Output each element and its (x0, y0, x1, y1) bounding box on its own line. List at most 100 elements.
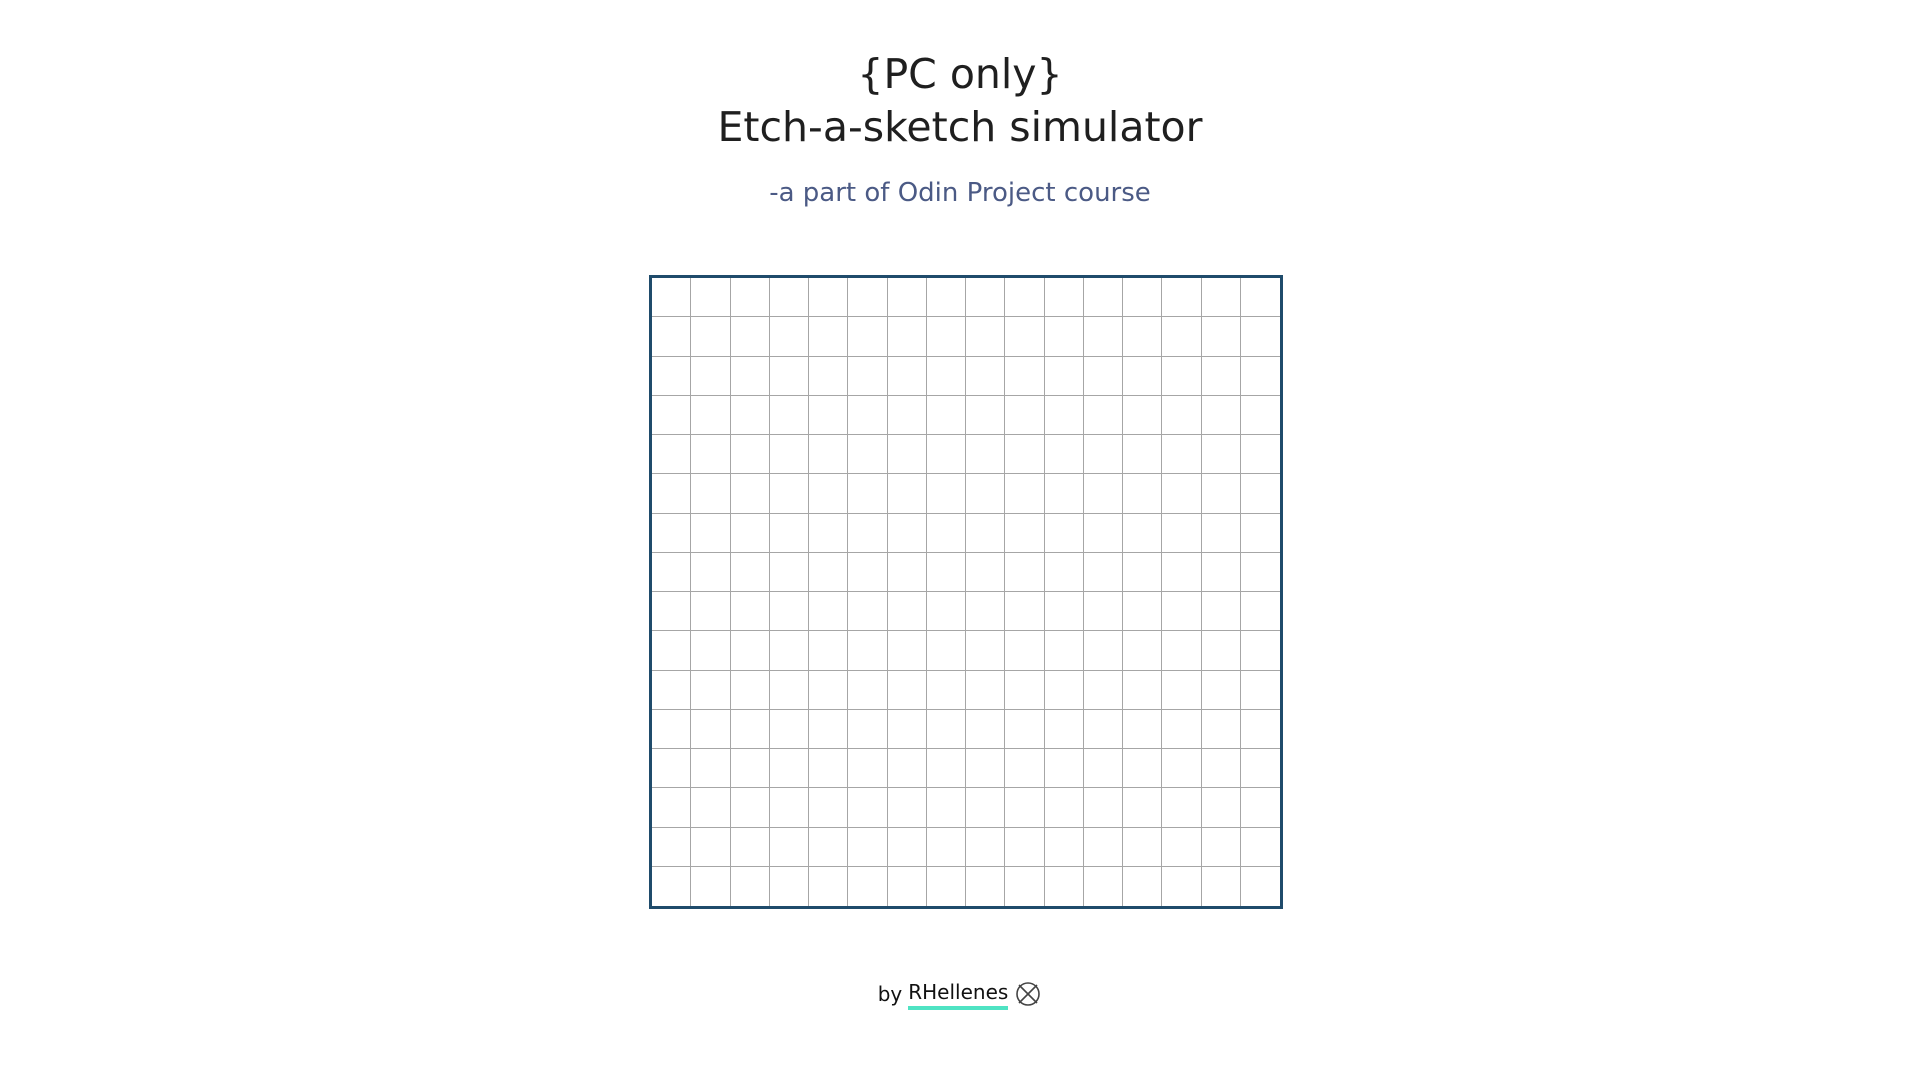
grid-cell[interactable] (1005, 435, 1045, 475)
grid-cell[interactable] (1201, 592, 1241, 632)
grid-cell[interactable] (1005, 552, 1045, 592)
grid-cell[interactable] (848, 356, 888, 396)
grid-cell[interactable] (1201, 395, 1241, 435)
grid-cell[interactable] (1083, 552, 1123, 592)
grid-cell[interactable] (888, 866, 927, 906)
grid-cell[interactable] (966, 317, 1006, 357)
grid-cell[interactable] (848, 827, 888, 867)
grid-cell[interactable] (1083, 395, 1123, 435)
grid-cell[interactable] (966, 670, 1006, 710)
grid-cell[interactable] (1162, 709, 1202, 749)
grid-cell[interactable] (1123, 552, 1163, 592)
grid-cell[interactable] (809, 631, 849, 671)
grid-cell[interactable] (926, 317, 966, 357)
grid-cell[interactable] (1123, 474, 1163, 514)
grid-cell[interactable] (848, 631, 888, 671)
grid-cell[interactable] (691, 788, 731, 828)
grid-cell[interactable] (730, 317, 770, 357)
grid-cell[interactable] (691, 670, 731, 710)
grid-cell[interactable] (1240, 631, 1280, 671)
grid-cell[interactable] (1083, 788, 1123, 828)
grid-cell[interactable] (1044, 474, 1084, 514)
grid-cell[interactable] (691, 278, 731, 318)
grid-cell[interactable] (927, 866, 966, 906)
grid-cell[interactable] (769, 709, 809, 749)
grid-cell[interactable] (1083, 592, 1123, 632)
grid-cell[interactable] (848, 749, 888, 789)
grid-cell[interactable] (1044, 592, 1084, 632)
author-link[interactable]: RHellenes (908, 978, 1009, 1010)
grid-cell[interactable] (966, 552, 1006, 592)
grid-cell[interactable] (1123, 749, 1163, 789)
grid-cell[interactable] (926, 592, 966, 632)
grid-cell[interactable] (1201, 827, 1241, 867)
grid-cell[interactable] (1240, 357, 1280, 396)
grid-cell[interactable] (1123, 592, 1163, 632)
grid-cell[interactable] (848, 709, 888, 749)
grid-cell[interactable] (966, 592, 1006, 632)
grid-cell[interactable] (1123, 435, 1163, 475)
grid-cell[interactable] (1162, 435, 1202, 475)
grid-cell[interactable] (809, 435, 849, 475)
grid-cell[interactable] (769, 513, 809, 553)
grid-cell[interactable] (730, 435, 770, 475)
grid-cell[interactable] (1005, 356, 1045, 396)
grid-cell[interactable] (1201, 317, 1241, 357)
grid-cell[interactable] (730, 631, 770, 671)
grid-cell[interactable] (1162, 356, 1202, 396)
grid-cell[interactable] (691, 592, 731, 632)
grid-cell[interactable] (887, 356, 927, 396)
grid-cell[interactable] (887, 749, 927, 789)
grid-cell[interactable] (1240, 553, 1280, 592)
grid-cell[interactable] (1005, 866, 1045, 906)
grid-cell[interactable] (652, 435, 692, 475)
github-logo-icon[interactable] (1014, 980, 1042, 1008)
grid-cell[interactable] (926, 552, 966, 592)
grid-cell[interactable] (652, 709, 692, 749)
grid-cell[interactable] (769, 317, 809, 357)
grid-cell[interactable] (1240, 671, 1280, 710)
grid-cell[interactable] (1083, 631, 1123, 671)
grid-cell[interactable] (1005, 592, 1045, 632)
grid-cell[interactable] (1044, 827, 1084, 867)
grid-cell[interactable] (652, 670, 692, 710)
grid-cell[interactable] (1201, 631, 1241, 671)
grid-cell[interactable] (730, 749, 770, 789)
grid-cell[interactable] (1083, 278, 1123, 318)
grid-cell[interactable] (809, 513, 849, 553)
grid-cell[interactable] (887, 709, 927, 749)
grid-cell[interactable] (926, 278, 966, 318)
grid-cell[interactable] (1162, 827, 1202, 867)
grid-cell[interactable] (848, 513, 888, 553)
grid-cell[interactable] (1005, 749, 1045, 789)
grid-cell[interactable] (966, 866, 1006, 906)
grid-cell[interactable] (769, 788, 809, 828)
grid-cell[interactable] (652, 749, 692, 789)
grid-cell[interactable] (926, 474, 966, 514)
grid-cell[interactable] (887, 827, 927, 867)
grid-cell[interactable] (1044, 513, 1084, 553)
grid-cell[interactable] (1005, 395, 1045, 435)
grid-cell[interactable] (652, 827, 692, 867)
grid-cell[interactable] (848, 317, 888, 357)
grid-cell[interactable] (652, 788, 692, 828)
grid-cell[interactable] (770, 866, 809, 906)
grid-cell[interactable] (1162, 513, 1202, 553)
grid-cell[interactable] (652, 866, 692, 906)
grid-cell[interactable] (1044, 552, 1084, 592)
grid-cell[interactable] (926, 435, 966, 475)
grid-cell[interactable] (1005, 827, 1045, 867)
grid-cell[interactable] (966, 827, 1006, 867)
grid-cell[interactable] (887, 670, 927, 710)
grid-cell[interactable] (926, 631, 966, 671)
grid-cell[interactable] (1162, 749, 1202, 789)
grid-cell[interactable] (691, 513, 731, 553)
grid-cell[interactable] (926, 709, 966, 749)
grid-cell[interactable] (691, 749, 731, 789)
grid-cell[interactable] (848, 278, 888, 318)
grid-cell[interactable] (1044, 317, 1084, 357)
grid-cell[interactable] (926, 395, 966, 435)
grid-cell[interactable] (1240, 396, 1280, 435)
grid-cell[interactable] (691, 435, 731, 475)
grid-cell[interactable] (1162, 474, 1202, 514)
